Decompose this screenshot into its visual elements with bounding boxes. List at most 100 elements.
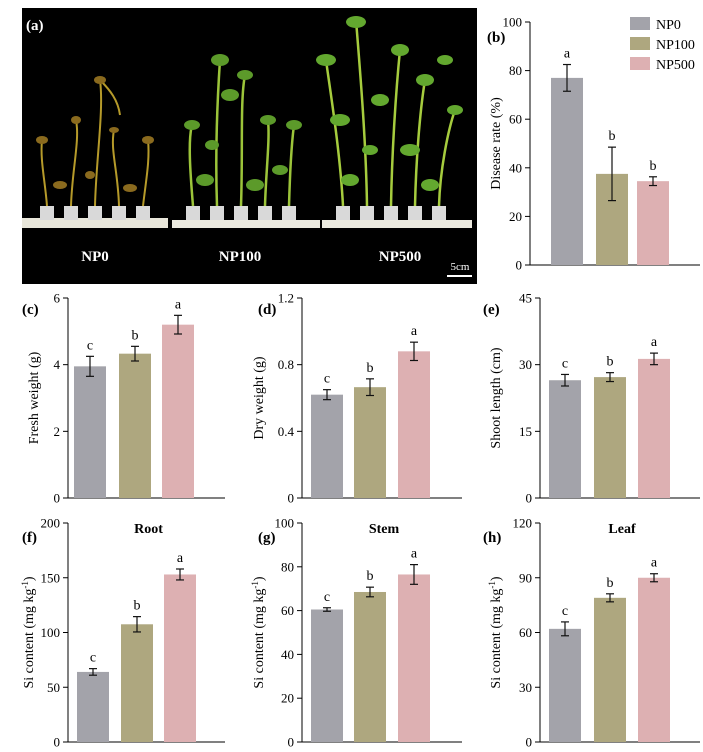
bar-np0 <box>549 628 581 742</box>
y-tick-label: 50 <box>47 680 60 695</box>
bar-np100 <box>121 624 153 742</box>
panel-label: (c) <box>22 302 39 318</box>
y-tick-label: 40 <box>281 647 294 662</box>
significance-letter: a <box>651 556 658 571</box>
y-tick-label: 90 <box>519 570 532 585</box>
bar-np500 <box>638 577 670 742</box>
photo-leaves-np100 <box>184 54 302 191</box>
bar-np500 <box>398 574 430 742</box>
chart-f-root-si: 0 50 100 150 200 c b a (f) Root Si content (mg kg-… <box>20 516 225 750</box>
y-tick-label: 0 <box>526 735 533 750</box>
significance-letter: c <box>324 372 330 387</box>
bar-np500 <box>638 358 670 498</box>
y-tick-label: 60 <box>519 625 532 640</box>
y-axis-label-text: Disease rate (%) <box>489 97 504 190</box>
chart-d-dry-weight: 0 0.4 0.8 1.2 c b a (d) Dry weight (g) <box>252 291 462 506</box>
photo-trays <box>22 218 472 228</box>
y-axis-label: Disease rate (%) <box>489 97 504 190</box>
panel-label: (b) <box>487 30 505 46</box>
chart-title: Leaf <box>608 522 636 537</box>
chart-b-disease-rate: 0 20 40 60 80 100 a b b (b) Disease rate (%) <box>487 15 700 273</box>
significance-letter: b <box>134 599 141 614</box>
bar-np0 <box>549 380 581 498</box>
photo-leaves-np0 <box>36 76 154 192</box>
legend-swatch-np0 <box>630 17 650 30</box>
y-axis-label-superscript: -1 <box>250 581 260 589</box>
panel-label: (e) <box>483 302 500 318</box>
significance-letter: b <box>367 361 374 376</box>
y-axis-label-end: ) <box>252 576 267 581</box>
significance-letter: b <box>607 576 614 591</box>
y-tick-label: 2 <box>54 424 61 439</box>
chart-title: Root <box>134 522 163 537</box>
y-tick-label: 120 <box>513 516 533 531</box>
y-axis-label-text: Si content (mg kg <box>489 589 504 689</box>
photo-label-np500: NP500 <box>379 249 422 265</box>
legend-swatch-np100 <box>630 37 650 50</box>
photo-label-np0: NP0 <box>81 249 109 265</box>
legend-swatch-np500 <box>630 57 650 70</box>
legend-label-np0: NP0 <box>656 18 681 33</box>
significance-letter: a <box>411 547 418 562</box>
y-axis-label-superscript: -1 <box>20 581 30 589</box>
significance-letter: c <box>562 356 568 371</box>
y-tick-label: 20 <box>281 691 294 706</box>
y-tick-label: 100 <box>41 625 61 640</box>
significance-letter: c <box>562 604 568 619</box>
photo-plants-np0 <box>40 79 150 207</box>
bar-np0 <box>77 671 109 742</box>
y-tick-label: 150 <box>41 570 61 585</box>
significance-letter: a <box>175 297 182 312</box>
significance-letter: a <box>177 551 184 566</box>
bar-np500 <box>637 181 669 265</box>
y-tick-label: 0 <box>288 491 295 506</box>
y-axis-label: Si content (mg kg-1) <box>20 576 37 688</box>
bar-np100 <box>119 353 151 498</box>
y-tick-label: 6 <box>54 291 61 306</box>
significance-letter: c <box>90 651 96 666</box>
y-tick-label: 15 <box>519 424 532 439</box>
y-axis-label: Dry weight (g) <box>252 356 267 440</box>
panel-label: (g) <box>258 530 276 546</box>
y-tick-label: 0.8 <box>278 357 294 372</box>
y-axis-label: Fresh weight (g) <box>27 351 42 444</box>
y-tick-label: 60 <box>281 603 294 618</box>
y-tick-label: 60 <box>509 112 522 127</box>
chart-g-stem-si: 0 20 40 60 80 100 c b a (g) Stem Si content (mg kg-… <box>250 516 462 750</box>
y-axis-label: Si content (mg kg-1) <box>250 576 267 688</box>
y-tick-label: 80 <box>281 559 294 574</box>
y-tick-label: 4 <box>54 357 61 372</box>
panel-label: (d) <box>258 302 276 318</box>
y-axis-label-text: Dry weight (g) <box>252 356 267 440</box>
significance-letter: b <box>607 355 614 370</box>
legend-label-np500: NP500 <box>656 58 695 73</box>
y-tick-label: 20 <box>509 209 522 224</box>
bar-np0 <box>551 77 583 265</box>
photo-panel-label: (a) <box>26 18 44 34</box>
y-tick-label: 200 <box>41 516 61 531</box>
bar-np500 <box>162 324 194 498</box>
legend: NP0 NP100 NP500 <box>630 17 695 73</box>
y-tick-label: 0 <box>54 735 61 750</box>
y-tick-label: 0 <box>288 735 295 750</box>
photo-label-np100: NP100 <box>219 249 262 265</box>
y-axis-label-end: ) <box>22 576 37 581</box>
significance-letter: a <box>651 335 658 350</box>
y-axis-label-text: Shoot length (cm) <box>489 347 504 448</box>
bar-np100 <box>594 597 626 742</box>
scale-bar-label: 5cm <box>451 261 470 273</box>
y-axis-label-text: Si content (mg kg <box>22 589 37 689</box>
chart-e-shoot-length: 0 15 30 45 c b a (e) Shoot length (cm) <box>483 291 700 506</box>
y-tick-label: 100 <box>275 516 295 531</box>
bar-np100 <box>594 377 626 498</box>
chart-c-fresh-weight: 0 2 4 6 c b a (c) Fresh weight (g) <box>22 291 225 506</box>
panel-label: (h) <box>483 530 501 546</box>
y-tick-label: 0.4 <box>278 424 295 439</box>
y-tick-label: 45 <box>519 291 532 306</box>
bar-np500 <box>398 351 430 498</box>
y-tick-label: 30 <box>519 680 532 695</box>
photo-panel: (a) NP0 NP100 NP500 5cm <box>22 8 477 284</box>
panel-label: (f) <box>22 530 37 546</box>
bar-np100 <box>354 387 386 498</box>
